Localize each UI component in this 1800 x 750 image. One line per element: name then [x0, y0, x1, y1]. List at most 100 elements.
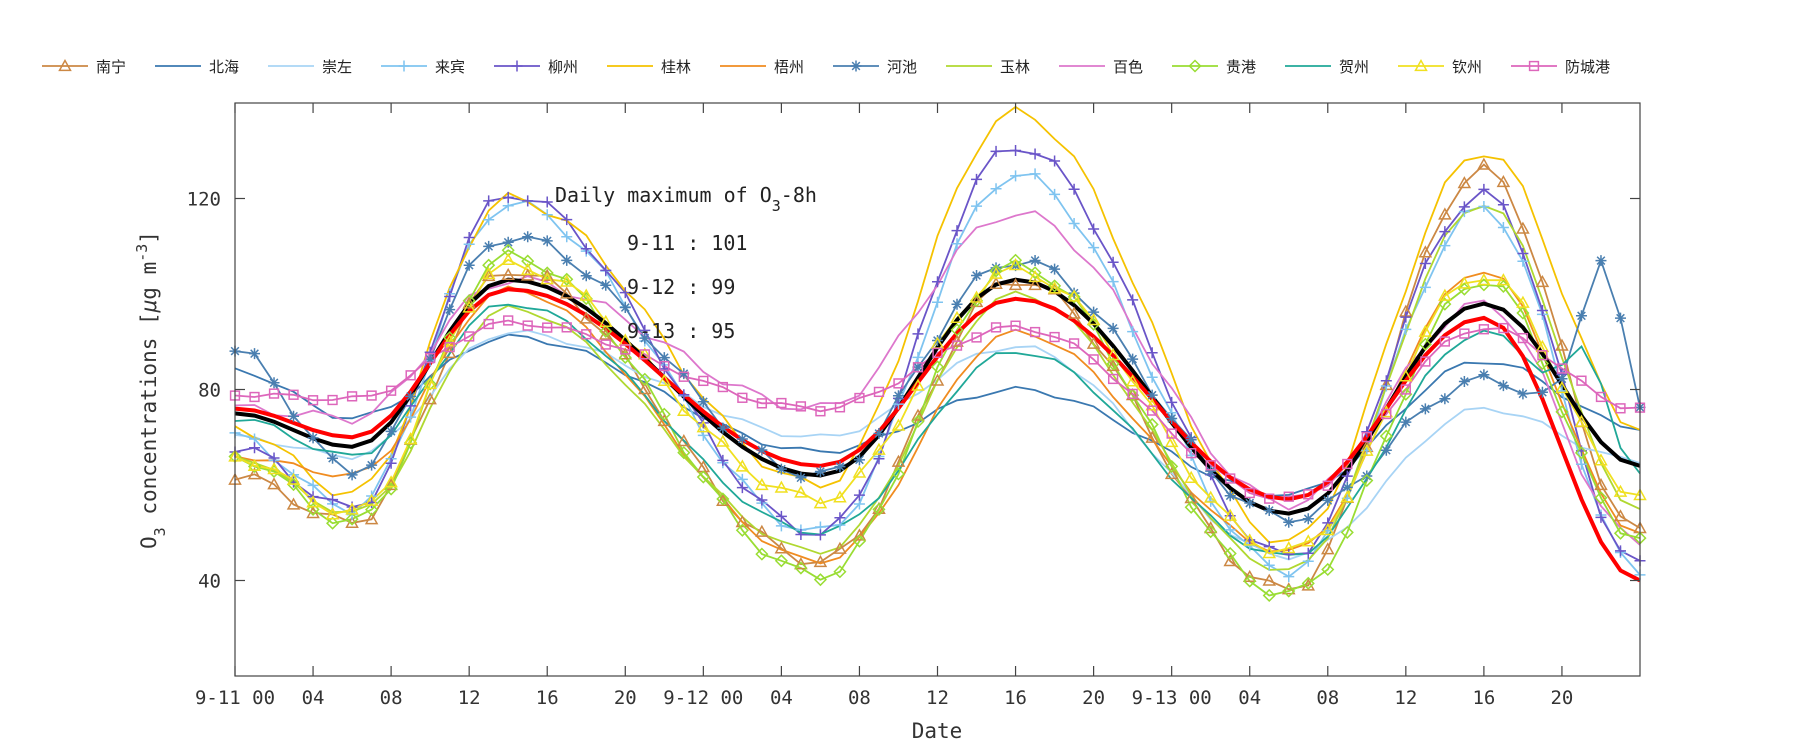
series-10-point	[1613, 526, 1628, 540]
series-0-point	[1008, 277, 1023, 291]
series-4-point	[795, 528, 807, 540]
series-7-point	[1380, 444, 1392, 456]
series-10-point	[638, 372, 652, 386]
series-13-point	[346, 391, 358, 402]
series-7-point	[1263, 504, 1275, 516]
series-7-point	[1146, 389, 1158, 401]
series-10-point	[1243, 574, 1257, 588]
x-tick-label: 04	[1238, 687, 1261, 709]
mean-line-0	[234, 277, 1641, 516]
series-4-point	[1146, 347, 1158, 359]
x-tick-label: 20	[1550, 687, 1573, 709]
series-0-point	[442, 345, 457, 359]
series-4-point	[385, 457, 397, 469]
series-3-point	[307, 479, 319, 491]
annotation-line-1: 9-12 : 99	[627, 275, 735, 299]
series-13-point	[1303, 489, 1314, 500]
series-10-point	[1028, 266, 1042, 280]
series-12-point	[1418, 324, 1433, 337]
series-4-point	[1517, 247, 1529, 259]
series-12-point	[1047, 281, 1062, 294]
series-7-point	[1341, 481, 1353, 493]
series-7-point	[288, 410, 300, 422]
series-13-point	[678, 371, 689, 382]
x-tick-label: 16	[1004, 687, 1027, 709]
series-3-point	[483, 214, 495, 226]
series-13-point	[912, 362, 924, 373]
series-7-point	[327, 452, 339, 464]
legend-label-8: 玉林	[1000, 58, 1030, 76]
series-7-point	[775, 463, 787, 475]
series-12-point	[1164, 434, 1179, 448]
series-13-point	[1517, 332, 1529, 344]
series-0-point	[384, 477, 398, 491]
legend-label-12: 钦州	[1452, 58, 1482, 76]
series-13-point	[1029, 326, 1041, 338]
series-4-point	[444, 290, 456, 302]
series-12-point	[911, 378, 925, 391]
series-13-point	[737, 392, 748, 403]
series-12-point	[852, 465, 867, 478]
series-13-point	[1537, 350, 1548, 361]
y-tick-label: 120	[187, 189, 221, 211]
series-10-point	[833, 565, 847, 579]
series-0-point	[794, 557, 808, 570]
series-4-point	[678, 389, 690, 401]
series-7-point	[756, 444, 768, 456]
series-13-point	[405, 370, 416, 381]
series-13-point	[483, 318, 494, 330]
series-12-point	[657, 373, 672, 386]
series-3-point	[1497, 222, 1509, 234]
series-0-point	[1418, 245, 1433, 258]
series-0-point	[423, 392, 437, 405]
series-4-point	[1497, 199, 1509, 211]
series-7-point	[892, 390, 904, 402]
series-3-point	[951, 238, 963, 250]
series-10-point	[794, 561, 808, 575]
series-12-point	[267, 462, 281, 475]
series-13-point	[873, 386, 885, 398]
series-4-point	[268, 452, 280, 464]
series-3-point	[1088, 242, 1100, 254]
series-7-point	[1614, 312, 1626, 324]
series-13-point	[1615, 403, 1626, 414]
series-4-point	[249, 442, 261, 454]
series-10-point	[950, 323, 964, 337]
series-7-point	[1166, 412, 1178, 424]
y-tick-label: 40	[198, 571, 221, 593]
series-4-point	[873, 453, 885, 465]
legend-label-11: 贺州	[1339, 58, 1369, 76]
series-0-point	[755, 524, 769, 537]
y-axis-title-unit: g m	[137, 262, 161, 300]
series-4-point	[834, 512, 846, 524]
series-10-point	[560, 272, 574, 286]
series-4-point	[600, 264, 612, 276]
series-7-point	[1595, 255, 1607, 267]
plot-frame	[234, 102, 1641, 677]
series-3-point	[932, 296, 943, 308]
x-tick-label: 9-13 00	[1132, 687, 1212, 709]
series-10-point	[326, 516, 340, 530]
series-13-point	[1088, 354, 1099, 365]
series-13-point	[1225, 473, 1236, 484]
axes: 40 80 120 9-11 00 04 08 12 16 20 9-12 00 04 08 12 16 2…	[187, 103, 1640, 709]
series-12-point	[1106, 348, 1120, 361]
series-line-6	[234, 271, 1641, 565]
series-0-point	[735, 515, 750, 528]
x-tick-label: 12	[458, 687, 481, 709]
series-4-point	[1029, 148, 1041, 160]
series-7-point	[541, 235, 553, 247]
series-13-point	[776, 397, 787, 409]
series-13-point	[1322, 480, 1333, 491]
series-7-point	[971, 270, 983, 282]
series-12-point	[1399, 369, 1413, 382]
series-13-point	[1205, 460, 1216, 471]
series-12-point	[1067, 289, 1081, 302]
series-13-point	[1107, 373, 1119, 385]
series-4-point	[1283, 548, 1295, 560]
series-13-point	[834, 402, 846, 413]
series-13-point	[1010, 320, 1021, 331]
y-axis-title-main: O	[137, 536, 161, 549]
series-0-point	[813, 554, 828, 568]
series-0-point	[638, 382, 652, 395]
